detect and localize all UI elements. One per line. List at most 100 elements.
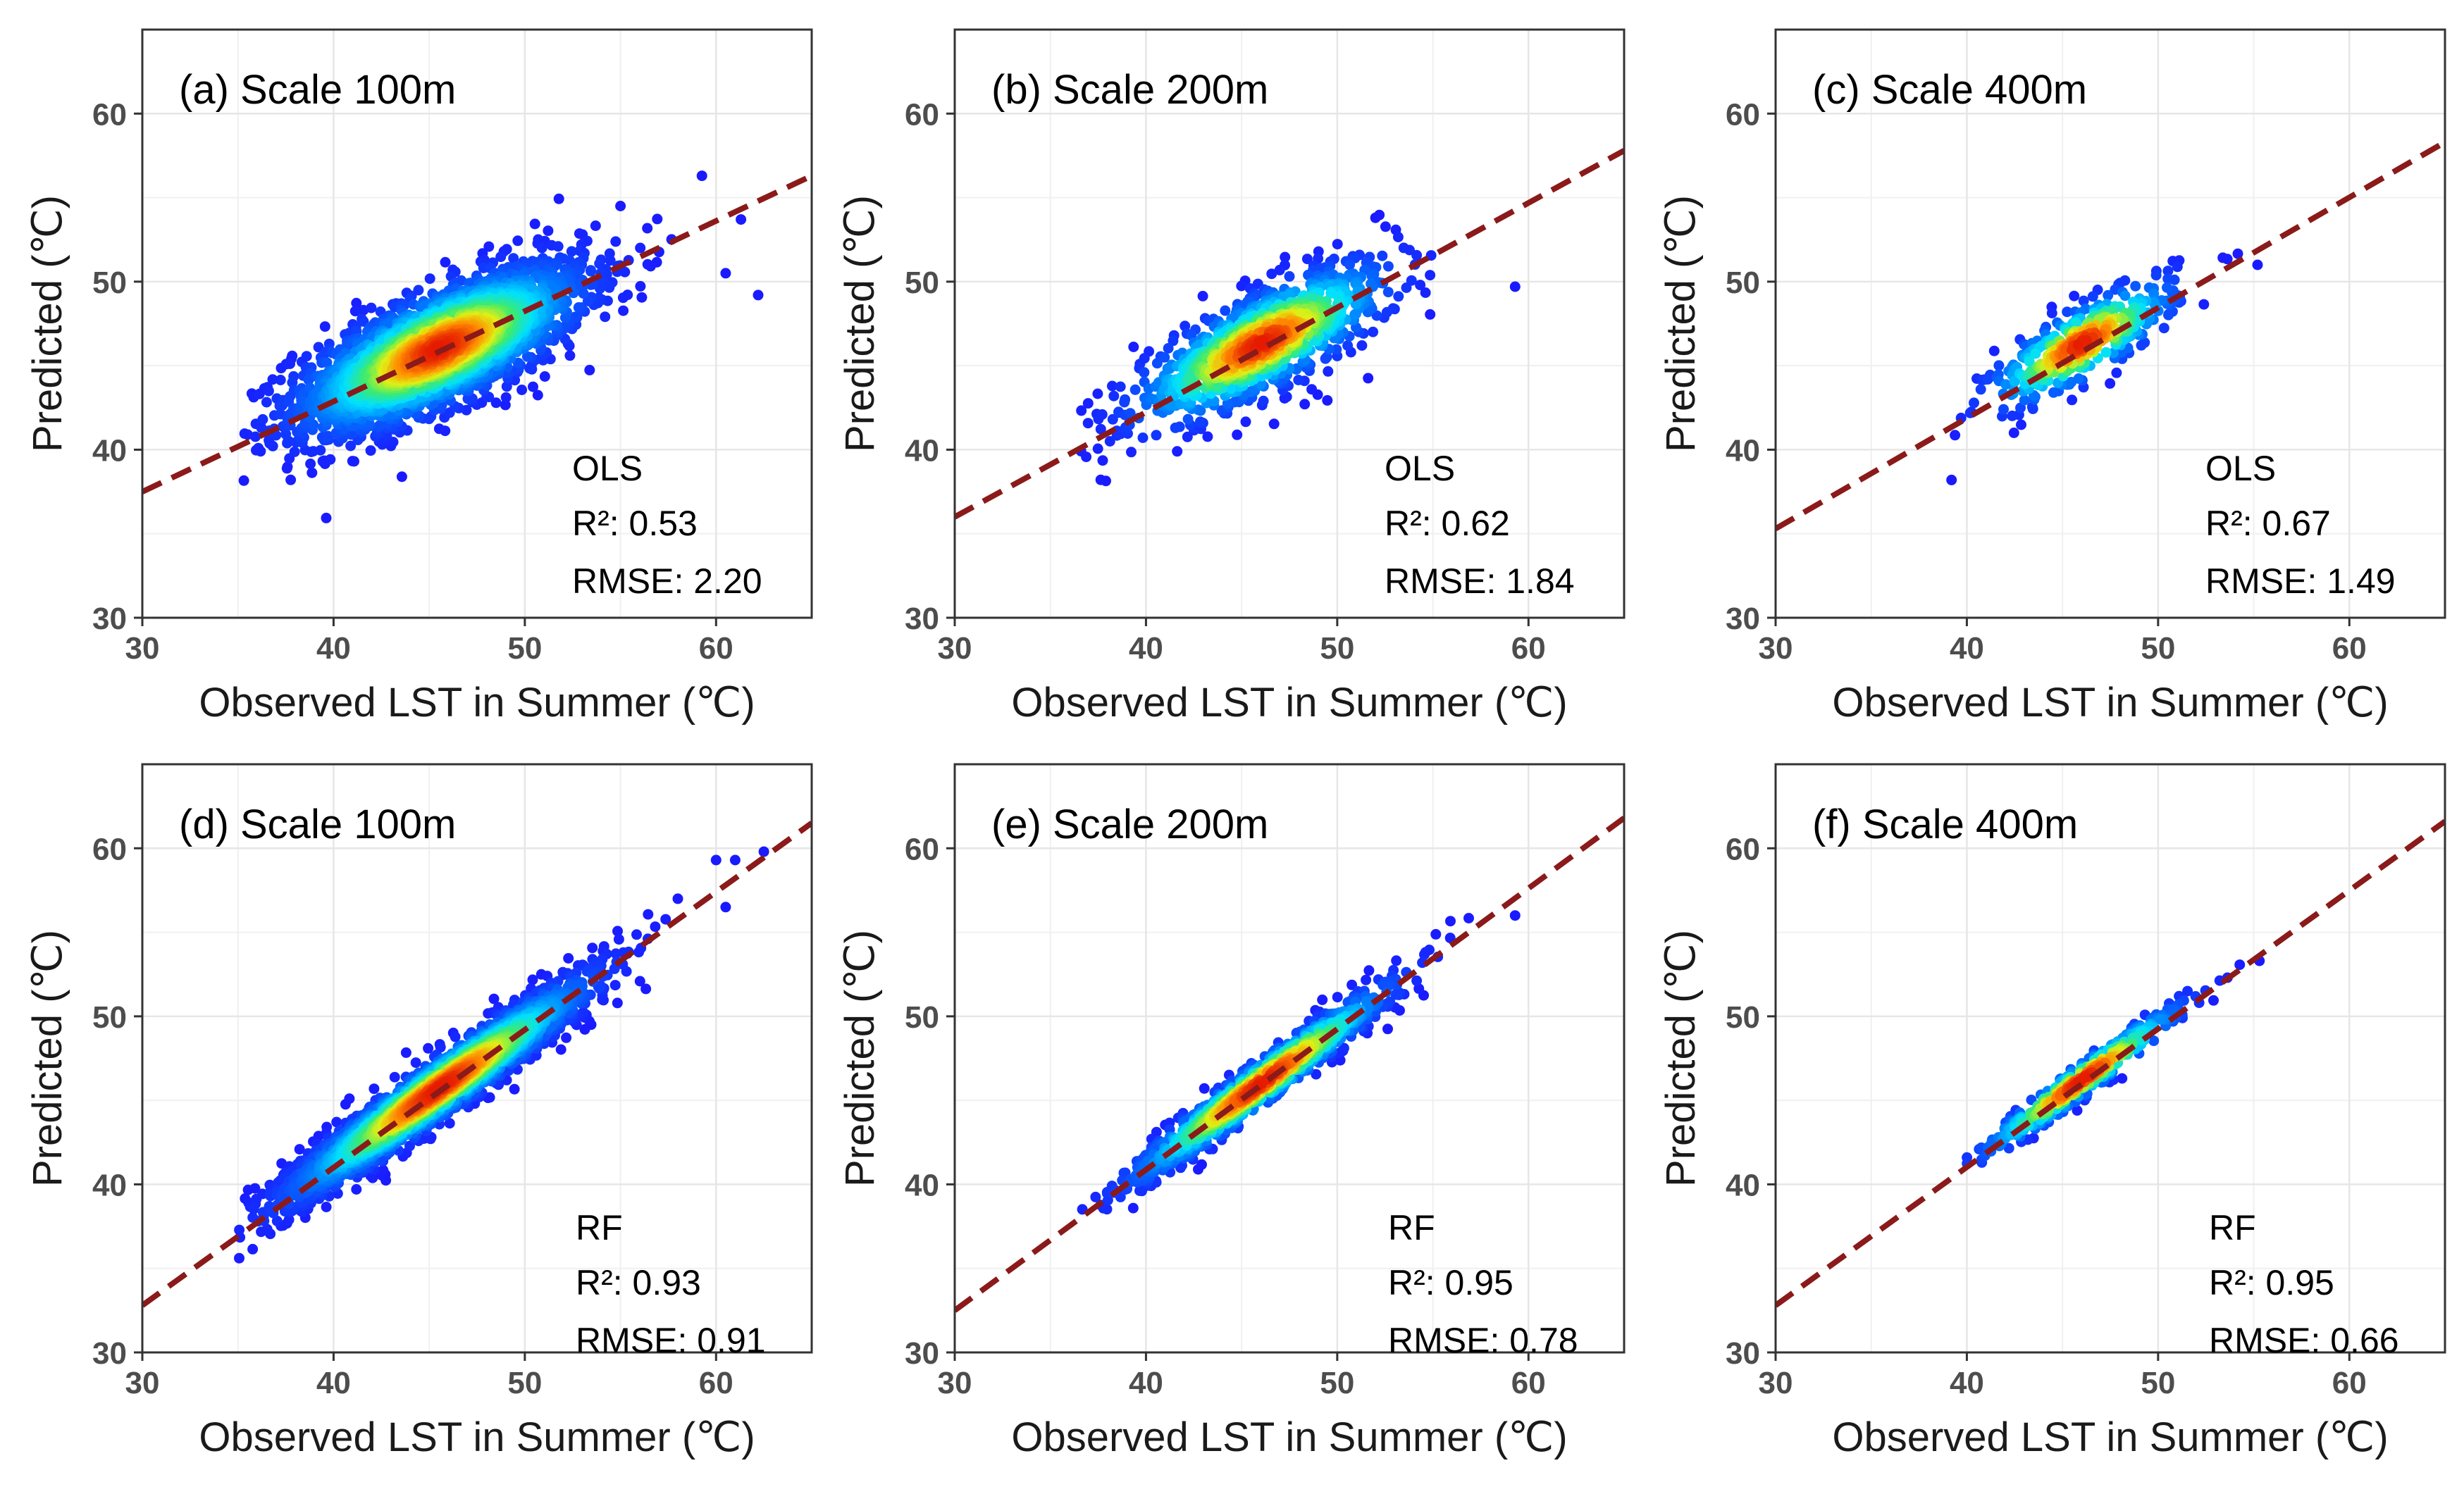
data-point [563, 953, 574, 964]
x-axis-title: Observed LST in Summer (℃) [1011, 680, 1567, 726]
data-point [527, 974, 538, 985]
data-point [1284, 289, 1296, 300]
data-point [1168, 335, 1179, 347]
data-point [736, 214, 747, 225]
x-tick-label: 30 [125, 631, 160, 666]
data-point [433, 423, 445, 435]
data-point [319, 321, 330, 332]
data-point [2162, 266, 2174, 277]
data-point [282, 461, 293, 473]
data-point [490, 397, 502, 409]
data-point [2148, 297, 2160, 308]
x-tick-label: 60 [699, 631, 733, 666]
data-point [267, 374, 278, 385]
data-point [1322, 394, 1333, 406]
data-point [2078, 295, 2089, 306]
data-point [1095, 474, 1106, 485]
data-point [573, 302, 584, 313]
data-point [257, 413, 268, 425]
x-axis-title: Observed LST in Summer (℃) [1832, 680, 2388, 726]
x-tick-label: 60 [1511, 631, 1546, 666]
data-point [528, 381, 538, 392]
data-point [389, 1071, 400, 1083]
x-tick-label: 50 [2141, 631, 2175, 666]
data-point [2252, 259, 2263, 270]
data-point [253, 442, 264, 454]
data-point [1509, 281, 1521, 292]
data-point [331, 1116, 342, 1128]
data-point [413, 285, 424, 296]
data-point [440, 256, 451, 268]
data-point [600, 311, 611, 323]
data-point [1975, 384, 1986, 395]
data-point [633, 947, 645, 958]
y-axis-title: Predicted (℃) [25, 195, 70, 452]
data-point [587, 942, 598, 954]
y-tick-label: 60 [1726, 97, 1760, 132]
data-point [248, 1204, 259, 1214]
data-point [500, 392, 512, 403]
data-point [555, 1044, 567, 1055]
data-point [1126, 447, 1137, 458]
x-tick-label: 60 [2332, 631, 2367, 666]
points-layer [1075, 209, 1521, 487]
data-point [495, 251, 507, 263]
data-point [2217, 252, 2229, 263]
data-point [285, 474, 297, 485]
data-point [1366, 278, 1377, 290]
data-point [263, 385, 274, 397]
x-tick-label: 50 [1320, 631, 1354, 666]
data-point [618, 305, 629, 316]
data-point [1236, 280, 1247, 292]
data-point [539, 371, 550, 382]
data-point [552, 976, 564, 987]
data-point [501, 381, 512, 392]
data-point [1415, 280, 1426, 291]
data-point [696, 170, 707, 182]
data-point [516, 385, 528, 395]
data-point [1115, 381, 1126, 392]
data-point [729, 854, 741, 866]
data-point [315, 444, 326, 456]
data-point [1988, 345, 2000, 356]
r2-label: R²: 0.67 [2205, 504, 2331, 543]
data-point [753, 290, 764, 301]
data-point [321, 1202, 332, 1212]
data-point [508, 253, 519, 264]
data-point [2172, 261, 2183, 273]
data-point [1151, 358, 1163, 369]
data-point [347, 456, 358, 467]
data-point [609, 980, 621, 991]
data-point [378, 1164, 389, 1176]
data-point [1172, 446, 1183, 457]
data-point [2111, 367, 2122, 378]
data-point [321, 512, 332, 523]
data-point [605, 255, 616, 266]
x-tick-label: 40 [1950, 631, 1984, 666]
data-point [2163, 309, 2174, 320]
data-point [1363, 373, 1374, 384]
data-point [634, 976, 645, 987]
data-point [1266, 268, 1277, 280]
data-point [1342, 340, 1354, 351]
data-point [294, 1144, 305, 1155]
data-point [261, 397, 272, 408]
data-point [636, 292, 648, 303]
data-point [2048, 387, 2059, 398]
y-tick-label: 50 [905, 266, 939, 300]
rmse-label: RMSE: 1.84 [1385, 561, 1575, 601]
data-point [564, 350, 576, 361]
data-point [2162, 282, 2172, 293]
data-point [1240, 416, 1251, 428]
y-tick-label: 40 [1726, 433, 1760, 468]
data-point [423, 1042, 434, 1054]
data-point [2069, 290, 2080, 301]
data-point [351, 1184, 362, 1195]
y-tick-label: 40 [92, 433, 127, 468]
data-point [283, 1214, 295, 1226]
data-point [1174, 421, 1185, 432]
data-point [617, 292, 629, 304]
data-point [1108, 390, 1120, 401]
